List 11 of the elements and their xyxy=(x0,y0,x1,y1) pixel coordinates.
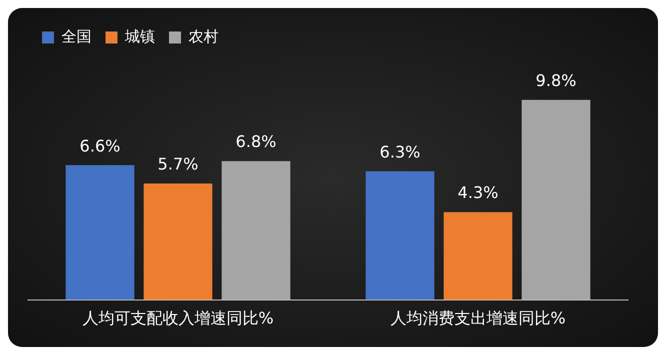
data-label: 5.7% xyxy=(158,154,198,174)
legend-label: 城镇 xyxy=(124,27,155,46)
x-tick-label: 人均消费支出增速同比% xyxy=(390,308,566,328)
legend-label: 农村 xyxy=(188,27,218,46)
data-label: 6.6% xyxy=(80,136,120,156)
data-label: 9.8% xyxy=(536,71,576,90)
data-label: 4.3% xyxy=(458,183,498,202)
data-label: 6.3% xyxy=(380,142,420,162)
data-label: 6.8% xyxy=(236,132,276,152)
legend-label: 全国 xyxy=(62,27,92,46)
x-tick-label: 人均可支配收入增速同比% xyxy=(82,308,274,328)
